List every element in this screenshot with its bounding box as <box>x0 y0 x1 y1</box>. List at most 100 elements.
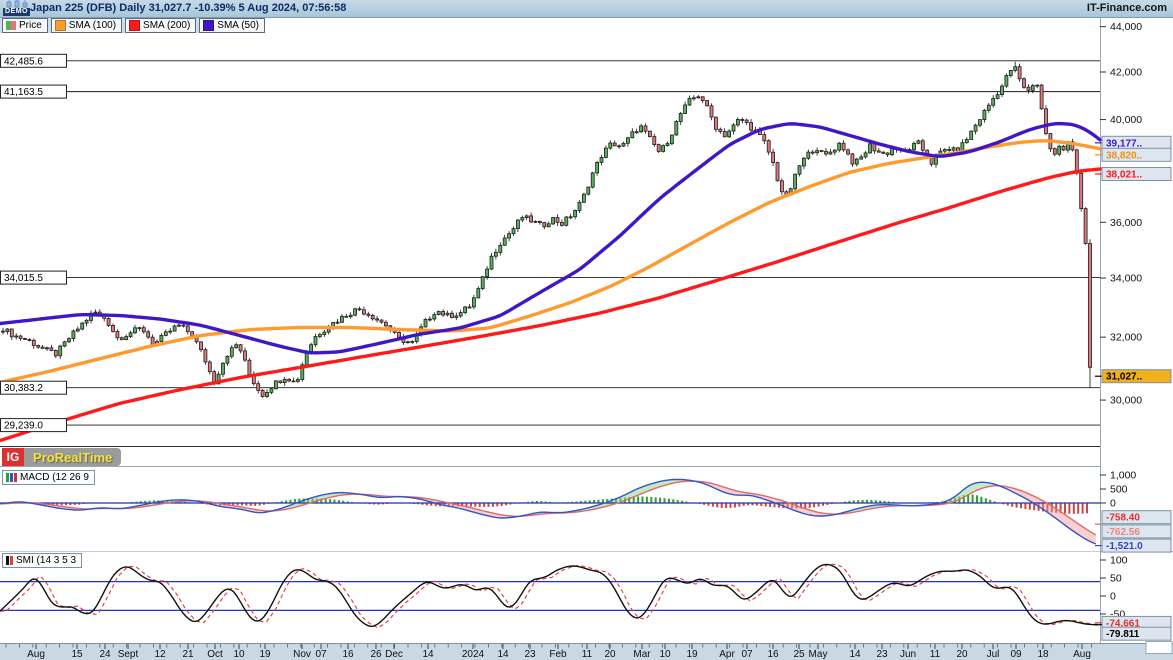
candle-wick-path <box>2 61 1091 399</box>
candle <box>265 391 269 397</box>
macd-badges: -758.40 -762.56 -1,521.0 <box>1095 510 1172 553</box>
price-badge-label: 38,820.. <box>1106 150 1142 161</box>
macd-histogram-bar <box>298 498 301 503</box>
candle <box>278 380 283 383</box>
x-axis-label: 14 <box>849 649 861 660</box>
candle <box>775 162 780 182</box>
macd-histogram-bar <box>870 499 873 503</box>
macd-histogram-bar <box>606 498 609 503</box>
macd-histogram-bar <box>60 503 63 506</box>
brand-label: IT-Finance.com <box>1086 2 1167 14</box>
candle <box>780 180 784 193</box>
main-price-badges: 39,177..38,820.. 38,021.. 31,027.. <box>1095 135 1172 384</box>
macd-histogram-bar <box>593 500 596 503</box>
macd-histogram-bar <box>1020 503 1022 509</box>
macd-histogram-bar <box>346 501 349 503</box>
candle <box>53 349 58 357</box>
candle <box>643 125 648 132</box>
macd-histogram-bar <box>148 500 151 503</box>
candle <box>410 340 415 343</box>
candle <box>639 125 643 133</box>
macd-histogram-bar <box>976 495 978 503</box>
candle <box>304 351 309 366</box>
candle <box>766 140 771 153</box>
candle <box>458 312 463 317</box>
smi-indicator-label[interactable]: SMI (14 3 5 3 <box>2 553 83 568</box>
macd-histogram-bar <box>1059 503 1062 514</box>
price-badge-label: -762.56 <box>1106 527 1140 538</box>
candle <box>815 150 819 154</box>
candle <box>300 364 305 380</box>
legend-item-sma-100-[interactable]: SMA (100) <box>50 18 123 33</box>
x-axis-label: Jul <box>987 649 1000 660</box>
candle <box>115 331 120 339</box>
macd-histogram-bar <box>791 503 794 509</box>
macd-histogram-bar <box>1064 503 1066 514</box>
candle <box>1017 66 1022 80</box>
x-axis-band <box>0 643 1173 660</box>
candle <box>872 143 877 152</box>
candle <box>665 143 670 147</box>
legend-item-price[interactable]: Price <box>2 18 48 33</box>
macd-histogram-bar <box>509 503 512 505</box>
price-badge-box <box>1101 147 1172 162</box>
x-axis-label: 20 <box>956 649 968 660</box>
macd-histogram-bar <box>320 498 323 503</box>
candle <box>221 362 225 375</box>
candle <box>216 373 221 385</box>
macd-histogram-bar <box>1077 503 1080 514</box>
candle <box>947 149 952 151</box>
x-axis-label: 16 <box>767 649 779 660</box>
candle <box>18 335 23 339</box>
candle <box>731 124 736 132</box>
candle <box>14 335 19 338</box>
macd-histogram-bar <box>73 503 76 505</box>
macd-histogram-bar <box>888 501 890 503</box>
candle <box>317 334 322 337</box>
candle <box>93 311 98 314</box>
x-axis-label: 25 <box>793 649 805 660</box>
macd-histogram-bar <box>421 503 424 505</box>
candle <box>617 145 621 148</box>
candle <box>524 215 529 218</box>
candle <box>736 119 740 126</box>
candle <box>608 142 613 149</box>
candle <box>427 318 432 321</box>
candle <box>802 157 806 167</box>
macd-histogram-bar <box>769 503 772 507</box>
macd-histogram-bar <box>980 496 983 503</box>
candle <box>841 142 846 151</box>
macd-histogram-bar <box>51 503 54 506</box>
candle <box>141 327 146 333</box>
macd-histogram-bar <box>179 501 182 503</box>
candle <box>1057 145 1062 155</box>
candle <box>80 322 85 330</box>
price-badge-label: 38,021.. <box>1106 170 1142 181</box>
candle <box>75 328 80 332</box>
candle <box>942 149 947 152</box>
macd-histogram-bar <box>1015 503 1018 508</box>
candle <box>181 324 186 327</box>
axis-tick-label: 0 <box>1110 591 1116 603</box>
legend-item-sma-200-[interactable]: SMA (200) <box>125 18 197 33</box>
macd-histogram-bar <box>808 503 811 508</box>
macd-histogram-bar <box>342 500 345 503</box>
candle <box>1061 145 1066 151</box>
candle <box>128 332 133 337</box>
x-axis-label: Feb <box>549 649 567 660</box>
macd-indicator-label[interactable]: MACD (12 26 9 <box>2 470 95 485</box>
candle <box>225 355 230 364</box>
legend-item-sma-50-[interactable]: SMA (50) <box>199 18 265 33</box>
price-badge-box <box>1101 626 1172 641</box>
macd-histogram-bar <box>720 503 723 508</box>
candle <box>229 347 234 357</box>
candle <box>868 143 872 154</box>
macd-histogram-bar <box>1042 503 1044 512</box>
x-axis-label: Sept <box>118 649 139 660</box>
macd-histogram-bar <box>531 501 534 503</box>
macd-label-text: MACD (12 26 9 <box>20 472 89 483</box>
candle <box>313 336 318 346</box>
macd-histogram-bar <box>430 503 433 506</box>
candle <box>335 321 340 324</box>
x-axis-label: 21 <box>182 649 194 660</box>
